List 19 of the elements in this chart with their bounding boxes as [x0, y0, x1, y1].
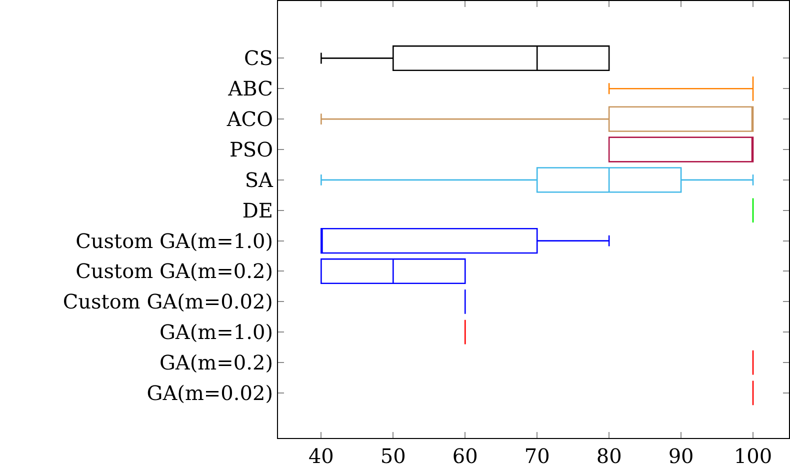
y-tick-label: SA: [244, 168, 274, 192]
x-tick-label: 90: [668, 444, 694, 468]
y-tick-label: ACO: [226, 107, 273, 132]
y-tick-label: GA(m=1.0): [159, 320, 273, 344]
y-tick-label: CS: [244, 46, 273, 70]
y-tick-label: DE: [242, 198, 273, 222]
x-tick-label: 80: [596, 444, 622, 468]
y-tick-label: Custom GA(m=1.0): [76, 228, 273, 253]
y-tick-label: Custom GA(m=0.2): [76, 259, 273, 284]
y-tick-label: GA(m=0.2): [159, 350, 273, 375]
x-tick-label: 40: [308, 444, 334, 468]
x-tick-label: 60: [452, 444, 478, 468]
y-tick-label: Custom GA(m=0.02): [62, 290, 273, 314]
x-tick-label: 50: [380, 444, 406, 468]
x-tick-label: 70: [524, 444, 550, 468]
y-tick-label: ABC: [227, 76, 273, 101]
y-tick-label: PSO: [229, 138, 273, 162]
x-tick-label: 100: [734, 444, 772, 468]
y-tick-label: GA(m=0.02): [146, 380, 273, 405]
